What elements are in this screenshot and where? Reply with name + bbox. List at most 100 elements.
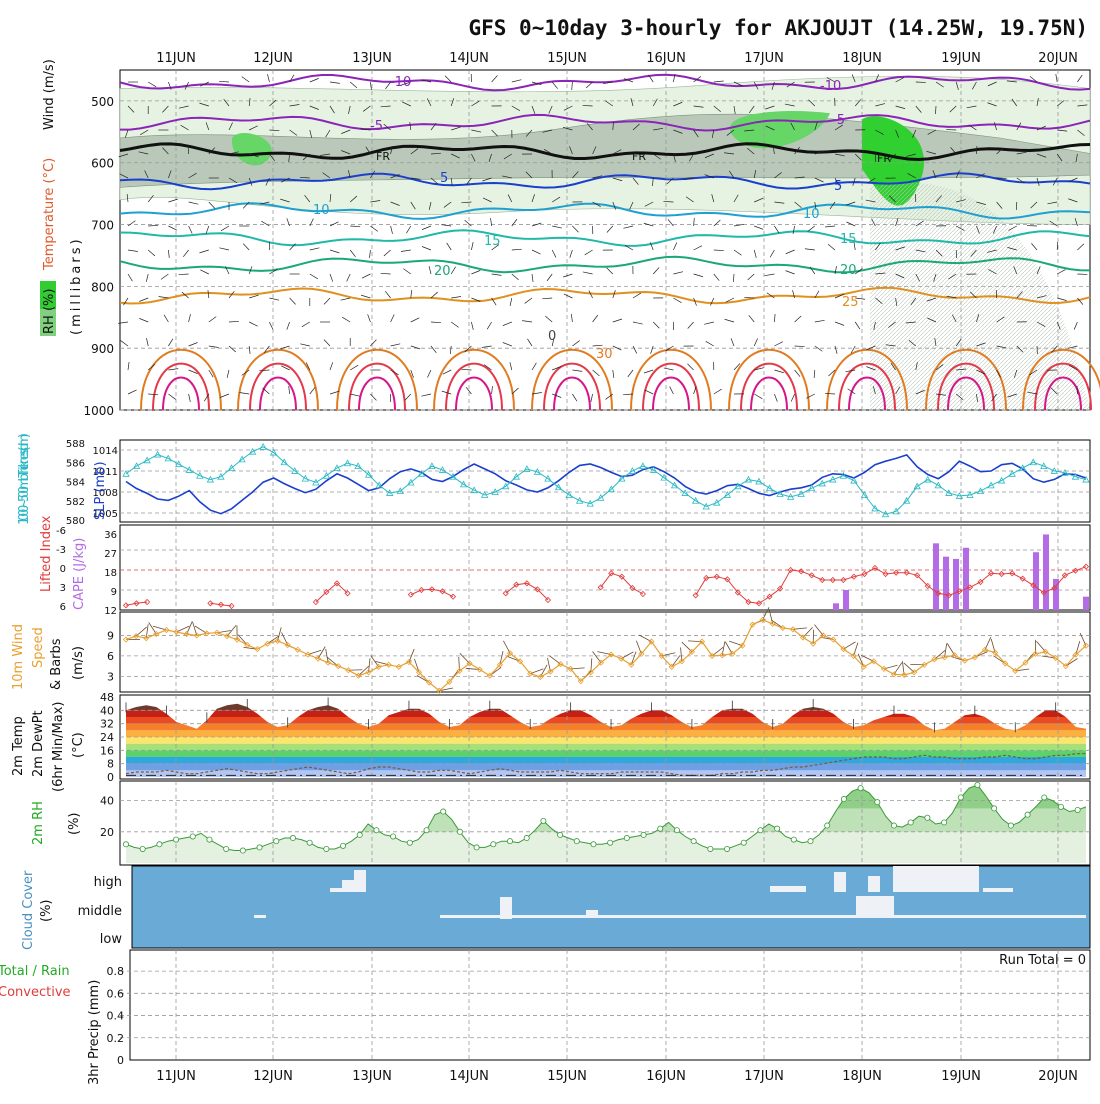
li-tick-label: 0: [60, 564, 66, 575]
rh2m-marker: [1008, 823, 1013, 828]
isotherm-label-20: 20: [434, 264, 451, 279]
rh2m-marker: [541, 818, 546, 823]
rh2m-marker: [557, 832, 562, 837]
cape-bar: [963, 548, 969, 610]
precip-tick-label: 0.6: [107, 987, 125, 1000]
rh2m-marker: [1058, 804, 1063, 809]
wind10m-tick-label: 6: [107, 650, 114, 663]
cape-bar: [1083, 597, 1089, 610]
day-label-bottom: 16JUN: [646, 1069, 686, 1084]
rh2m-marker: [908, 820, 913, 825]
isotherm-label-30: 30: [596, 347, 613, 362]
isotherm-label-15: 15: [484, 234, 501, 249]
rh2m-marker: [608, 840, 613, 845]
rh2m-marker: [741, 840, 746, 845]
wind10m-ticks: 369: [107, 629, 114, 683]
isotherm-label-5: 5: [440, 171, 448, 186]
rh2m-marker: [324, 846, 329, 851]
freezing-label-3: FR: [877, 152, 891, 165]
rh2m-marker: [624, 835, 629, 840]
pressure-tick-label: 500: [91, 95, 114, 109]
rh2m-marker: [858, 786, 863, 791]
li-tick-label: 3: [60, 583, 66, 594]
day-label-top: 18JUN: [842, 51, 882, 66]
temp-band: [126, 757, 1086, 764]
precip-axis-label: 3hr Precip (mm): [87, 980, 102, 1085]
day-label-top: 12JUN: [253, 51, 293, 66]
cloud-block: [500, 897, 512, 919]
cloud-block: [983, 888, 1013, 892]
cape-tick-label: 27: [104, 549, 117, 560]
rh2m-marker: [958, 795, 963, 800]
chart-title: GFS 0~10day 3-hourly for AKJOUJT (14.25W…: [468, 16, 1088, 40]
day-label-bottom: 14JUN: [449, 1069, 489, 1084]
precip-tick-label: 0.4: [107, 1010, 125, 1023]
rh2m-marker: [808, 839, 813, 844]
cloud-block: [868, 876, 880, 892]
wind10m-label-3: & Barbs: [49, 638, 64, 690]
temperature-axis-label: Temperature (°C): [42, 158, 57, 271]
day-label-bottom: 17JUN: [744, 1069, 784, 1084]
cloud-cover-panel: high middle low Cloud Cover (%): [21, 866, 1090, 950]
day-label-top: 17JUN: [744, 51, 784, 66]
cloud-block: [770, 886, 806, 892]
cloud-block: [893, 866, 957, 892]
rh2m-marker: [591, 842, 596, 847]
temp2m-tick-label: 16: [100, 744, 114, 757]
cloud-level-middle: middle: [78, 904, 122, 919]
temp-band: [126, 744, 1086, 751]
cape-tick-label: 36: [104, 530, 117, 541]
cape-bar: [833, 603, 839, 610]
cape-bar: [953, 559, 959, 610]
cape-tick-label: 12: [104, 606, 117, 617]
rh2m-marker: [457, 829, 462, 834]
run-total-label: Run Total = 0: [999, 953, 1086, 968]
li-tick-label: -6: [56, 526, 66, 537]
slp-tick-label: 1014: [93, 446, 118, 457]
isotherm-label-5b: 5: [834, 179, 842, 194]
thickness-axis-label: 1000~500mb Thickness (dm): [17, 433, 32, 525]
cloud-block: [254, 915, 266, 918]
rh2m-marker: [1075, 807, 1080, 812]
wind10m-tick-label: 9: [107, 629, 114, 642]
day-label-bottom: 13JUN: [352, 1069, 392, 1084]
wind10m-label-1: 10m Wind: [11, 624, 26, 690]
rh2m-marker: [290, 835, 295, 840]
rh2m-marker: [658, 826, 663, 831]
precip-tick-label: 0.2: [107, 1032, 125, 1045]
cloud-level-high: high: [94, 875, 122, 890]
temp-band: [126, 750, 1086, 757]
pressure-tick-label: 700: [91, 219, 114, 233]
rh2m-marker: [925, 815, 930, 820]
day-label-top: 13JUN: [352, 51, 392, 66]
rh2m-marker: [224, 846, 229, 851]
day-label-top: 14JUN: [449, 51, 489, 66]
pressure-tick-label: 600: [91, 157, 114, 171]
day-label-top: 19JUN: [941, 51, 981, 66]
temp2m-tick-label: 8: [107, 758, 114, 771]
rh2m-marker: [708, 846, 713, 851]
rh2m-marker: [574, 839, 579, 844]
slp-axis-label: SLP (mb): [93, 461, 108, 520]
cape-bar: [1043, 534, 1049, 610]
rh2m-marker: [257, 845, 262, 850]
rh2m-label: 2m RH: [31, 801, 46, 845]
thickness-tick-label: 588: [66, 439, 85, 450]
cloud-cover-unit: (%): [39, 900, 54, 923]
rh2m-marker: [407, 840, 412, 845]
cloud-block: [856, 896, 894, 918]
rh2m-marker: [891, 823, 896, 828]
rh2m-marker: [190, 834, 195, 839]
rh2m-marker: [841, 796, 846, 801]
cape-bar: [1033, 552, 1039, 610]
wind-axis-label: Wind (m/s): [42, 59, 57, 130]
day-label-top: 20JUN: [1038, 51, 1078, 66]
